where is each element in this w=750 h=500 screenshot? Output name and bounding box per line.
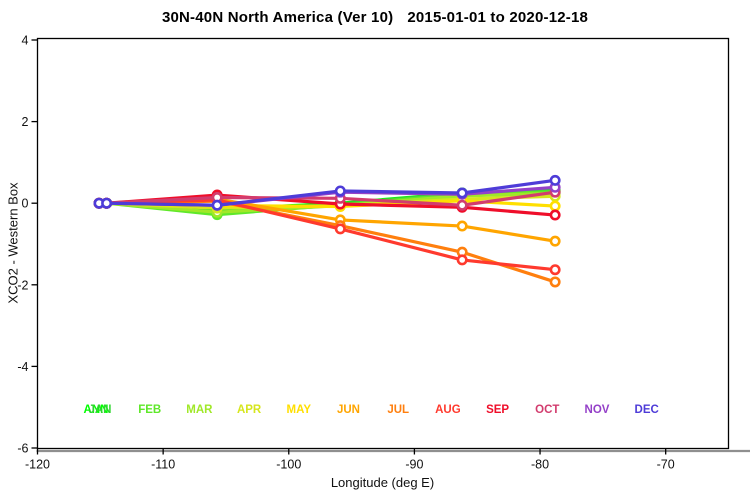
x-tick-label: -90	[405, 458, 423, 472]
legend-label-jun: JUN	[337, 404, 360, 416]
data-point	[334, 185, 346, 197]
data-point	[101, 197, 113, 209]
legend-label-feb: FEB	[138, 404, 161, 416]
y-axis-label: XCO2 - Western Box	[5, 182, 21, 304]
chart-title: 30N-40N North America (Ver 10) 2015-01-01…	[0, 9, 750, 26]
legend-label-nov: NOV	[585, 404, 610, 416]
legend-label-ann: ANN	[84, 404, 109, 416]
y-tick-label: -2	[17, 278, 28, 292]
data-point	[549, 235, 561, 247]
data-point	[456, 199, 468, 211]
legend-label-may: MAY	[287, 404, 312, 416]
data-point	[456, 254, 468, 266]
x-tick-label: -110	[151, 458, 175, 472]
data-point	[549, 200, 561, 212]
series-dec	[93, 174, 561, 211]
y-tick-label: -4	[17, 360, 28, 374]
legend-label-dec: DEC	[635, 404, 659, 416]
chart-title-region: 30N-40N North America (Ver 10)	[161, 9, 394, 26]
x-axis-label: Longitude (deg E)	[330, 475, 435, 490]
legend-label-apr: APR	[237, 404, 262, 416]
y-tick-label: 4	[22, 34, 29, 48]
x-tick-label: -120	[25, 458, 50, 472]
data-point	[456, 187, 468, 199]
y-tick-label: 0	[22, 197, 29, 211]
legend-label-jan: JAN	[88, 404, 111, 416]
legend-label-jul: JUL	[387, 404, 409, 416]
y-tick-label: -6	[17, 442, 28, 456]
plot-box	[36, 37, 730, 450]
x-tick-label: -100	[276, 458, 301, 472]
legend-label-aug: AUG	[435, 404, 461, 416]
data-point	[334, 223, 346, 235]
data-point	[211, 199, 223, 211]
data-point	[549, 276, 561, 288]
data-point	[549, 264, 561, 276]
legend-label-sep: SEP	[486, 404, 509, 416]
data-point	[549, 174, 561, 186]
data-point	[549, 209, 561, 221]
x-tick-label: -70	[657, 458, 675, 472]
series-line	[97, 199, 557, 284]
legend-label-mar: MAR	[186, 404, 213, 416]
x-tick-label: -80	[531, 458, 549, 472]
chart-title-dates: 2015-01-01 to 2020-12-18	[407, 9, 589, 26]
data-point	[456, 220, 468, 232]
legend-label-oct: OCT	[535, 404, 559, 416]
y-tick-label: 2	[22, 115, 29, 129]
